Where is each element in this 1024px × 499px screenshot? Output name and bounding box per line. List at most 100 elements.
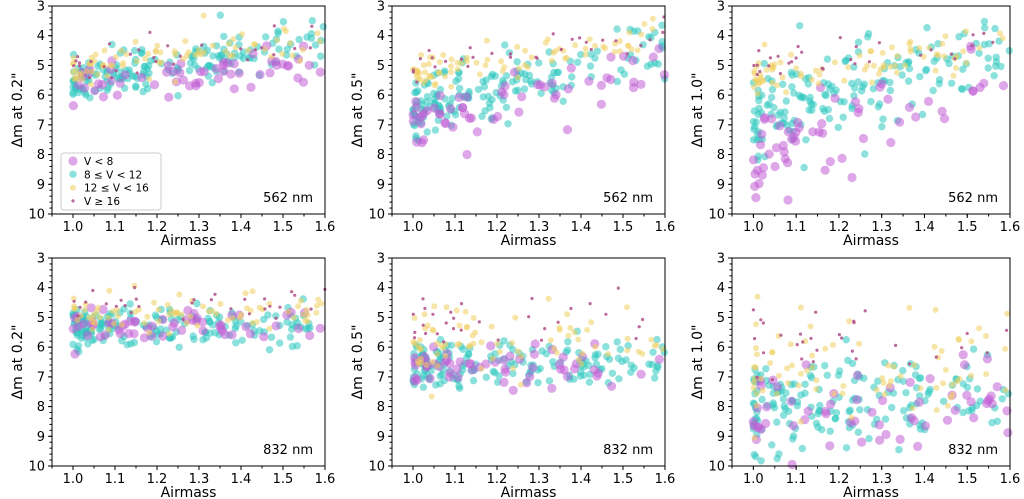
- scatter-point: [969, 413, 979, 423]
- scatter-point: [764, 74, 772, 83]
- scatter-point: [868, 48, 875, 55]
- scatter-point: [624, 335, 631, 342]
- scatter-point: [788, 51, 795, 58]
- scatter-point: [757, 170, 767, 180]
- scatter-point: [824, 80, 832, 88]
- scatter-point: [564, 338, 572, 346]
- scatter-point: [247, 312, 251, 316]
- scatter-point: [811, 360, 815, 364]
- scatter-point: [459, 328, 463, 332]
- scatter-point: [782, 97, 790, 105]
- scatter-point: [411, 103, 421, 113]
- x-tick-label: 1.1: [786, 220, 807, 235]
- plot-frame: [391, 5, 666, 215]
- scatter-point: [286, 333, 295, 341]
- scatter-point: [516, 65, 523, 72]
- scatter-point: [448, 69, 454, 75]
- scatter-point: [444, 321, 448, 325]
- scatter-point: [515, 348, 521, 355]
- x-tick-label: 1.6: [315, 220, 336, 235]
- scatter-point: [432, 381, 440, 389]
- scatter-point: [481, 107, 489, 115]
- scatter-point: [451, 327, 456, 331]
- x-tick-label: 1.2: [487, 472, 508, 487]
- y-tick-label: 3: [377, 252, 385, 267]
- scatter-point: [72, 64, 76, 68]
- scatter-point: [319, 23, 327, 31]
- scatter-point: [992, 58, 1001, 66]
- scatter-point: [867, 97, 875, 106]
- y-tick-label: 3: [37, 252, 45, 267]
- scatter-point: [935, 80, 943, 88]
- scatter-point: [923, 96, 934, 106]
- scatter-point: [431, 126, 440, 134]
- scatter-point: [189, 332, 197, 340]
- scatter-point: [839, 113, 847, 121]
- scatter-point: [850, 349, 855, 353]
- scatter-point: [962, 390, 972, 400]
- scatter-point: [873, 387, 880, 393]
- scatter-point: [470, 340, 477, 347]
- scatter-point: [78, 305, 82, 309]
- scatter-point: [157, 49, 164, 56]
- scatter-point: [452, 364, 462, 374]
- scatter-point: [779, 411, 788, 419]
- scatter-point: [418, 57, 422, 61]
- scatter-point: [848, 104, 856, 113]
- panel-bottom-left: 1.0 1.1 1.2 1.3 1.4 1.5 1.6 3 4 5 6 7 8 9 10 Airmass Δm …: [10, 252, 335, 499]
- scatter-point: [907, 413, 917, 423]
- scatter-point: [797, 370, 804, 377]
- scatter-point: [846, 417, 856, 428]
- scatter-point: [971, 33, 975, 37]
- scatter-point: [508, 385, 518, 395]
- scatter-point: [753, 345, 759, 351]
- scatter-point: [229, 307, 233, 311]
- scatter-point: [571, 329, 578, 336]
- scatter-point: [91, 288, 95, 293]
- scatter-point: [968, 338, 975, 345]
- scatter-point: [105, 326, 112, 333]
- scatter-point: [158, 59, 165, 66]
- y-axis-label: Δm at 0.2": [10, 325, 26, 400]
- scatter-point: [517, 381, 524, 388]
- x-tick-label: 1.5: [273, 220, 294, 235]
- scatter-point: [509, 339, 516, 346]
- scatter-point: [509, 369, 517, 378]
- scatter-point: [123, 51, 130, 58]
- scatter-point: [295, 35, 303, 44]
- scatter-point: [1003, 428, 1013, 438]
- scatter-point: [442, 73, 449, 80]
- scatter-point: [659, 70, 670, 80]
- scatter-point: [109, 62, 116, 69]
- scatter-point: [895, 117, 905, 127]
- scatter-point: [261, 46, 268, 53]
- scatter-point: [963, 383, 972, 392]
- scatter-point: [606, 74, 616, 85]
- scatter-point: [816, 71, 823, 78]
- scatter-point: [865, 434, 873, 443]
- scatter-point: [751, 193, 761, 203]
- scatter-point: [417, 355, 424, 362]
- scatter-point: [578, 361, 585, 367]
- scatter-point: [893, 69, 900, 76]
- scatter-point: [508, 52, 513, 56]
- scatter-point: [879, 49, 886, 56]
- scatter-point: [245, 329, 255, 339]
- y-tick-label: 3: [717, 0, 725, 15]
- scatter-point: [469, 376, 478, 385]
- scatter-point: [211, 63, 221, 74]
- scatter-point: [768, 85, 777, 94]
- scatter-point: [831, 414, 840, 423]
- scatter-point: [887, 378, 894, 385]
- scatter-point: [274, 29, 282, 37]
- scatter-point: [91, 311, 98, 318]
- scatter-point: [824, 105, 832, 114]
- scatter-point: [218, 60, 229, 70]
- scatter-point: [289, 52, 296, 59]
- scatter-point: [297, 57, 303, 64]
- scatter-point: [787, 61, 791, 65]
- x-tick-label: 1.0: [743, 220, 764, 235]
- y-tick-label: 3: [37, 0, 45, 15]
- wavelength-label: 832 nm: [263, 443, 313, 458]
- scatter-point: [126, 300, 134, 308]
